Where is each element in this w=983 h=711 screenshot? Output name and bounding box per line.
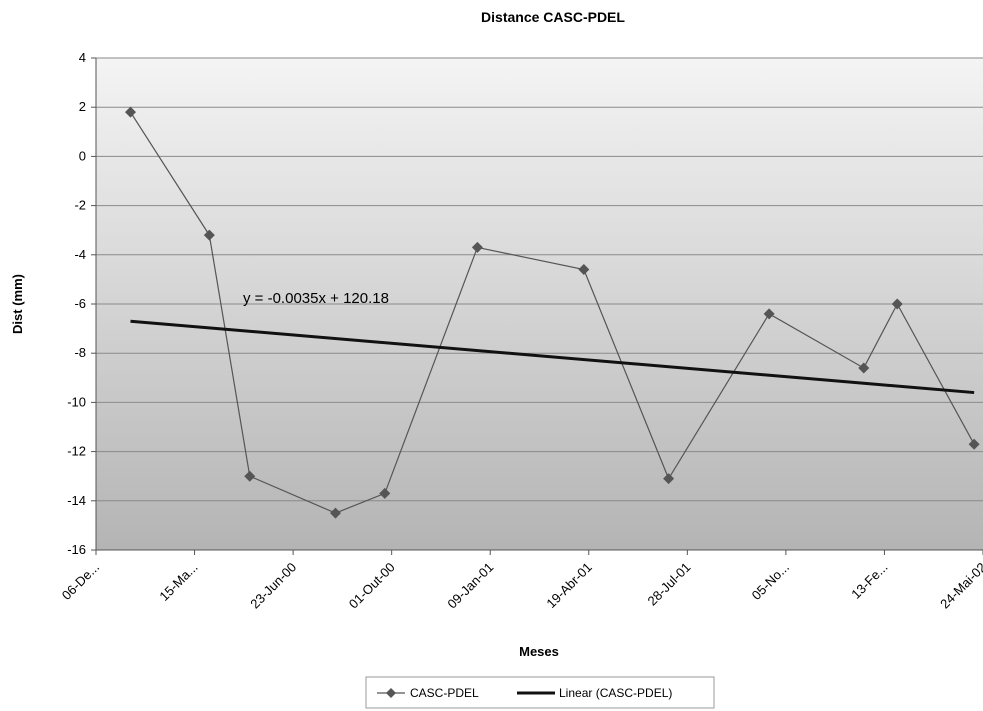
data-point-casc-pdel [379,487,391,499]
x-axis-title: Meses [519,644,559,659]
x-tick-label: 23-Jun-00 [247,560,299,612]
x-tick-label: 05-No... [749,560,792,603]
series-layer [124,106,980,519]
data-point-casc-pdel [124,106,136,118]
y-tick-label: -10 [67,394,86,409]
y-tick-label: -14 [67,493,86,508]
y-tick-label: -2 [74,198,86,213]
data-point-casc-pdel [471,241,483,253]
data-point-casc-pdel [968,438,980,450]
y-tick-label: -4 [74,247,86,262]
x-tick-label: 28-Jul-01 [645,560,694,609]
x-tick-label: 06-De... [59,560,102,603]
y-axis-title: Dist (mm) [10,274,25,334]
y-axis-ticks: 4 2 0 -2 -4 -6 -8 -10 -12 -14 -16 [67,50,96,557]
trendline-linear [130,319,975,395]
legend-series-label: CASC-PDEL [410,686,479,700]
legend: CASC-PDEL Linear (CASC-PDEL) [365,676,715,709]
data-point-casc-pdel [891,298,903,310]
x-tick-label: 15-Ma... [156,560,200,604]
y-tick-label: 4 [79,50,86,65]
x-axis-ticks: 06-De... 15-Ma... 23-Jun-00 01-Out-00 09-Jan… [59,550,983,612]
data-point-casc-pdel [858,362,870,374]
x-tick-label: 19-Abr-01 [543,560,594,611]
y-tick-label: 2 [79,99,86,114]
data-point-casc-pdel [578,264,590,276]
data-point-casc-pdel [203,229,215,241]
x-tick-label: 24-Mai-02 [937,560,983,612]
y-tick-label: -8 [74,345,86,360]
y-tick-label: -6 [74,296,86,311]
x-tick-label: 09-Jan-01 [444,560,496,612]
data-point-casc-pdel [663,473,675,485]
series-line-casc-pdel [129,111,975,514]
chart-title: Distance CASC-PDEL [481,9,625,25]
y-tick-label: -12 [67,444,86,459]
trendline-equation: y = -0.0035x + 120.18 [243,290,389,307]
y-tick-label: -16 [67,542,86,557]
gridlines [95,57,983,551]
data-point-casc-pdel [329,507,341,519]
legend-trend-label: Linear (CASC-PDEL) [559,686,672,700]
legend-series-marker [386,688,396,698]
data-point-casc-pdel [763,308,775,320]
y-tick-label: 0 [79,148,86,163]
x-tick-label: 13-Fe... [848,560,890,602]
data-point-casc-pdel [244,470,256,482]
x-tick-label: 01-Out-00 [346,560,398,612]
